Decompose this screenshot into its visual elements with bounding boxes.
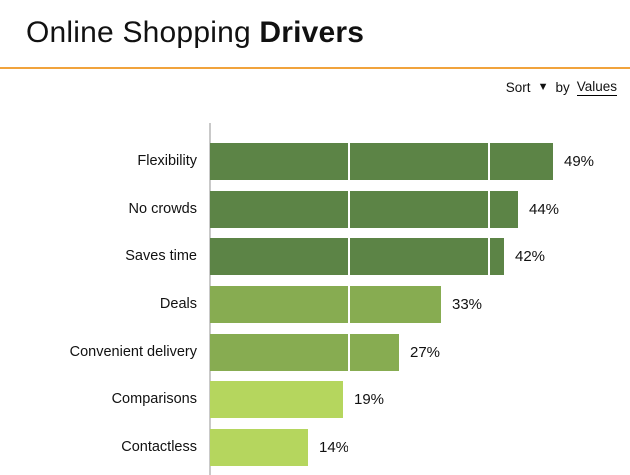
bar-value-label: 19% <box>354 391 385 408</box>
bar-value-label: 27% <box>410 344 441 361</box>
bar[interactable] <box>210 191 518 228</box>
bar-value-label: 49% <box>564 153 595 170</box>
bar[interactable] <box>210 429 308 466</box>
bar-label: Saves time <box>125 248 197 264</box>
bar-label: Deals <box>159 296 197 312</box>
bar-label: Flexibility <box>137 153 197 169</box>
header-divider <box>0 67 630 69</box>
sort-value-link[interactable]: Values <box>576 79 617 96</box>
bar-label: No crowds <box>128 201 198 217</box>
bar-label: Comparisons <box>111 391 197 407</box>
sort-by-label: by <box>555 80 570 95</box>
title-text: Online Shopping <box>26 16 260 49</box>
bar[interactable] <box>210 286 441 323</box>
page-title: Online Shopping Drivers <box>26 16 364 50</box>
bar-chart: Flexibility 49% No crowds 44% Saves time 42% D… <box>0 123 630 475</box>
y-axis-line <box>209 123 211 475</box>
sort-control: Sort ▼ by Values <box>506 79 617 96</box>
bar-value-label: 42% <box>515 248 546 265</box>
bar[interactable] <box>210 143 553 180</box>
bar[interactable] <box>210 238 504 275</box>
bar[interactable] <box>210 381 343 418</box>
bar[interactable] <box>210 334 399 371</box>
caret-down-icon[interactable]: ▼ <box>537 81 549 93</box>
bar-value-label: 44% <box>529 201 560 218</box>
bar-label: Contactless <box>121 439 197 455</box>
title-highlight: Drivers <box>259 16 365 49</box>
sort-label: Sort <box>505 80 531 95</box>
bar-value-label: 14% <box>319 439 350 456</box>
gridline <box>488 125 490 471</box>
bar-value-label: 33% <box>452 296 483 313</box>
bar-label: Convenient delivery <box>69 344 197 360</box>
gridline <box>348 125 350 471</box>
